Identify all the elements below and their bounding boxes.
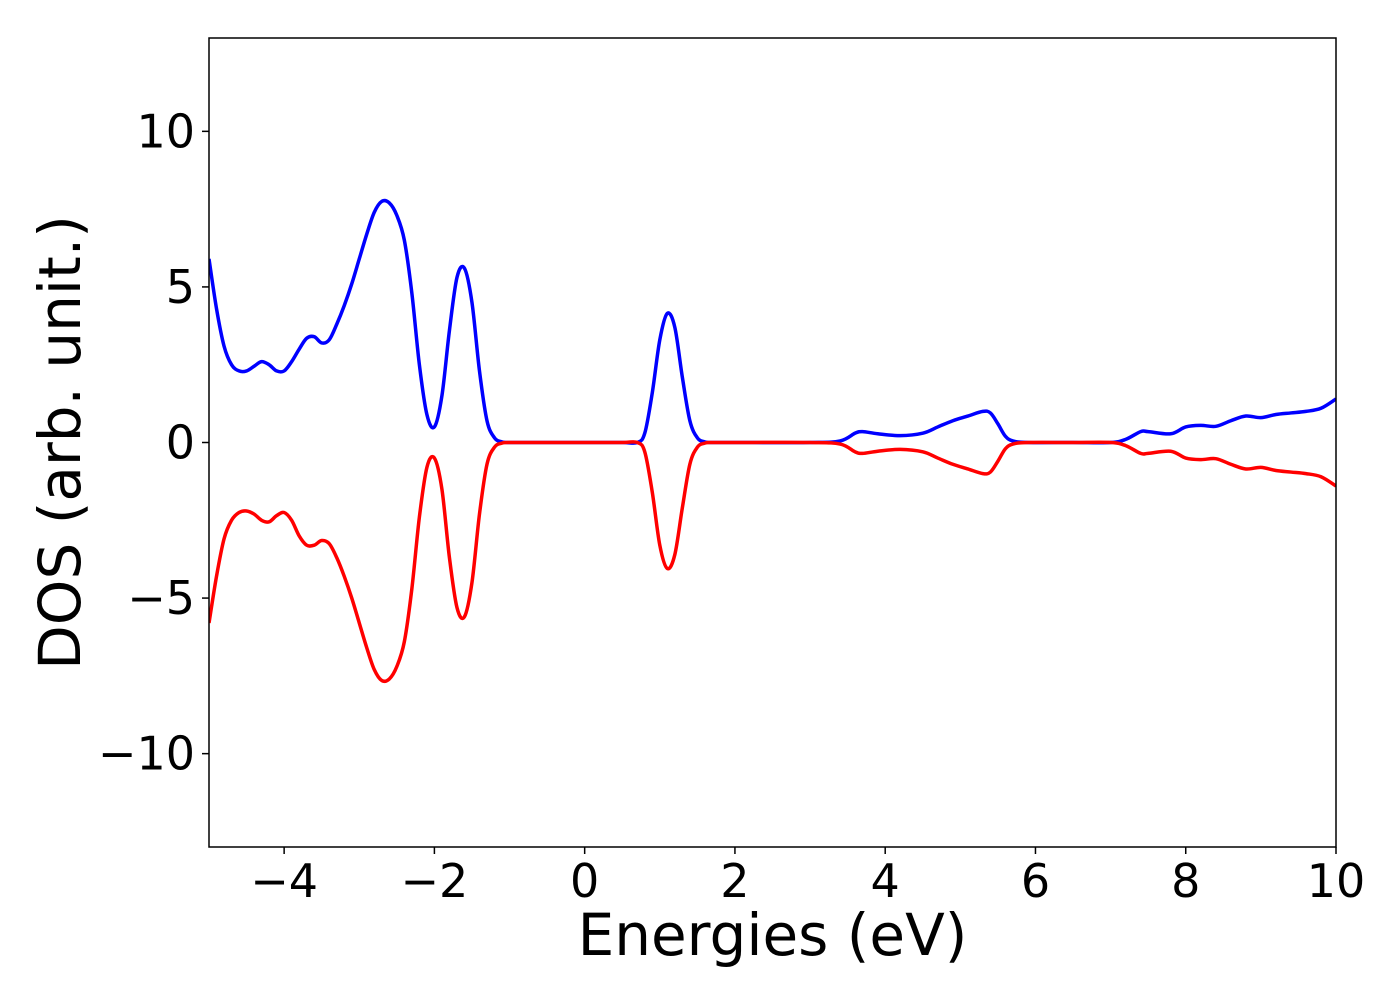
series-line-red [209, 440, 1336, 684]
x-tick-label: 2 [720, 854, 749, 908]
x-tick-label: 6 [1021, 854, 1050, 908]
series-layer [209, 198, 1336, 684]
x-tick-label: 4 [871, 854, 900, 908]
x-tick-label: 8 [1171, 854, 1200, 908]
y-tick-label: −10 [98, 727, 195, 781]
x-tick-label: −4 [250, 854, 318, 908]
series-line-blue [209, 198, 1336, 445]
x-axis-ticks: −4 −2 0 2 4 6 8 10 [250, 847, 1365, 908]
x-axis-label: Energies (eV) [578, 901, 968, 969]
y-tick-label: 0 [166, 416, 195, 470]
y-axis-ticks: −10 −5 0 5 10 [98, 104, 209, 781]
y-tick-label: −5 [127, 571, 195, 625]
x-tick-label: 10 [1307, 854, 1366, 908]
y-tick-label: 10 [136, 104, 195, 158]
x-tick-label: −2 [400, 854, 468, 908]
y-tick-label: 5 [166, 260, 195, 314]
x-tick-label: 0 [570, 854, 599, 908]
y-axis-label: DOS (arb. unit.) [26, 215, 94, 670]
